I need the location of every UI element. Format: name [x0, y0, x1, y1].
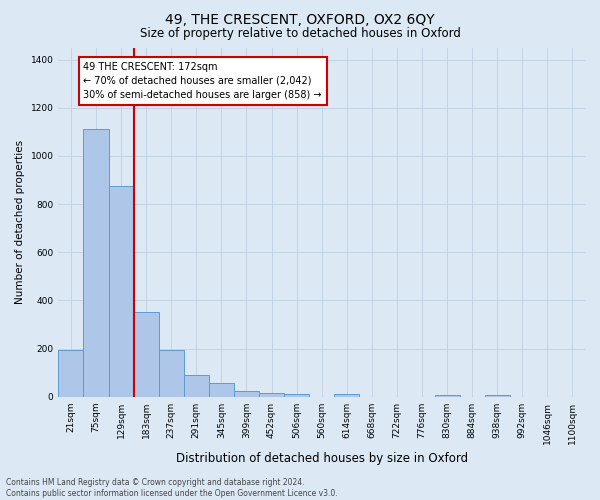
Bar [234, 391, 259, 396]
Bar [485, 395, 510, 396]
Bar [134, 312, 159, 396]
X-axis label: Distribution of detached houses by size in Oxford: Distribution of detached houses by size … [176, 452, 468, 465]
Text: 49, THE CRESCENT, OXFORD, OX2 6QY: 49, THE CRESCENT, OXFORD, OX2 6QY [165, 12, 435, 26]
Bar [209, 384, 234, 396]
Text: Size of property relative to detached houses in Oxford: Size of property relative to detached ho… [140, 28, 460, 40]
Bar [334, 394, 359, 396]
Bar [58, 350, 83, 397]
Bar [259, 392, 284, 396]
Text: 49 THE CRESCENT: 172sqm
← 70% of detached houses are smaller (2,042)
30% of semi: 49 THE CRESCENT: 172sqm ← 70% of detache… [83, 62, 322, 100]
Bar [83, 128, 109, 396]
Y-axis label: Number of detached properties: Number of detached properties [15, 140, 25, 304]
Bar [284, 394, 309, 396]
Bar [109, 186, 134, 396]
Bar [184, 375, 209, 396]
Bar [434, 395, 460, 396]
Bar [159, 350, 184, 397]
Text: Contains HM Land Registry data © Crown copyright and database right 2024.
Contai: Contains HM Land Registry data © Crown c… [6, 478, 338, 498]
